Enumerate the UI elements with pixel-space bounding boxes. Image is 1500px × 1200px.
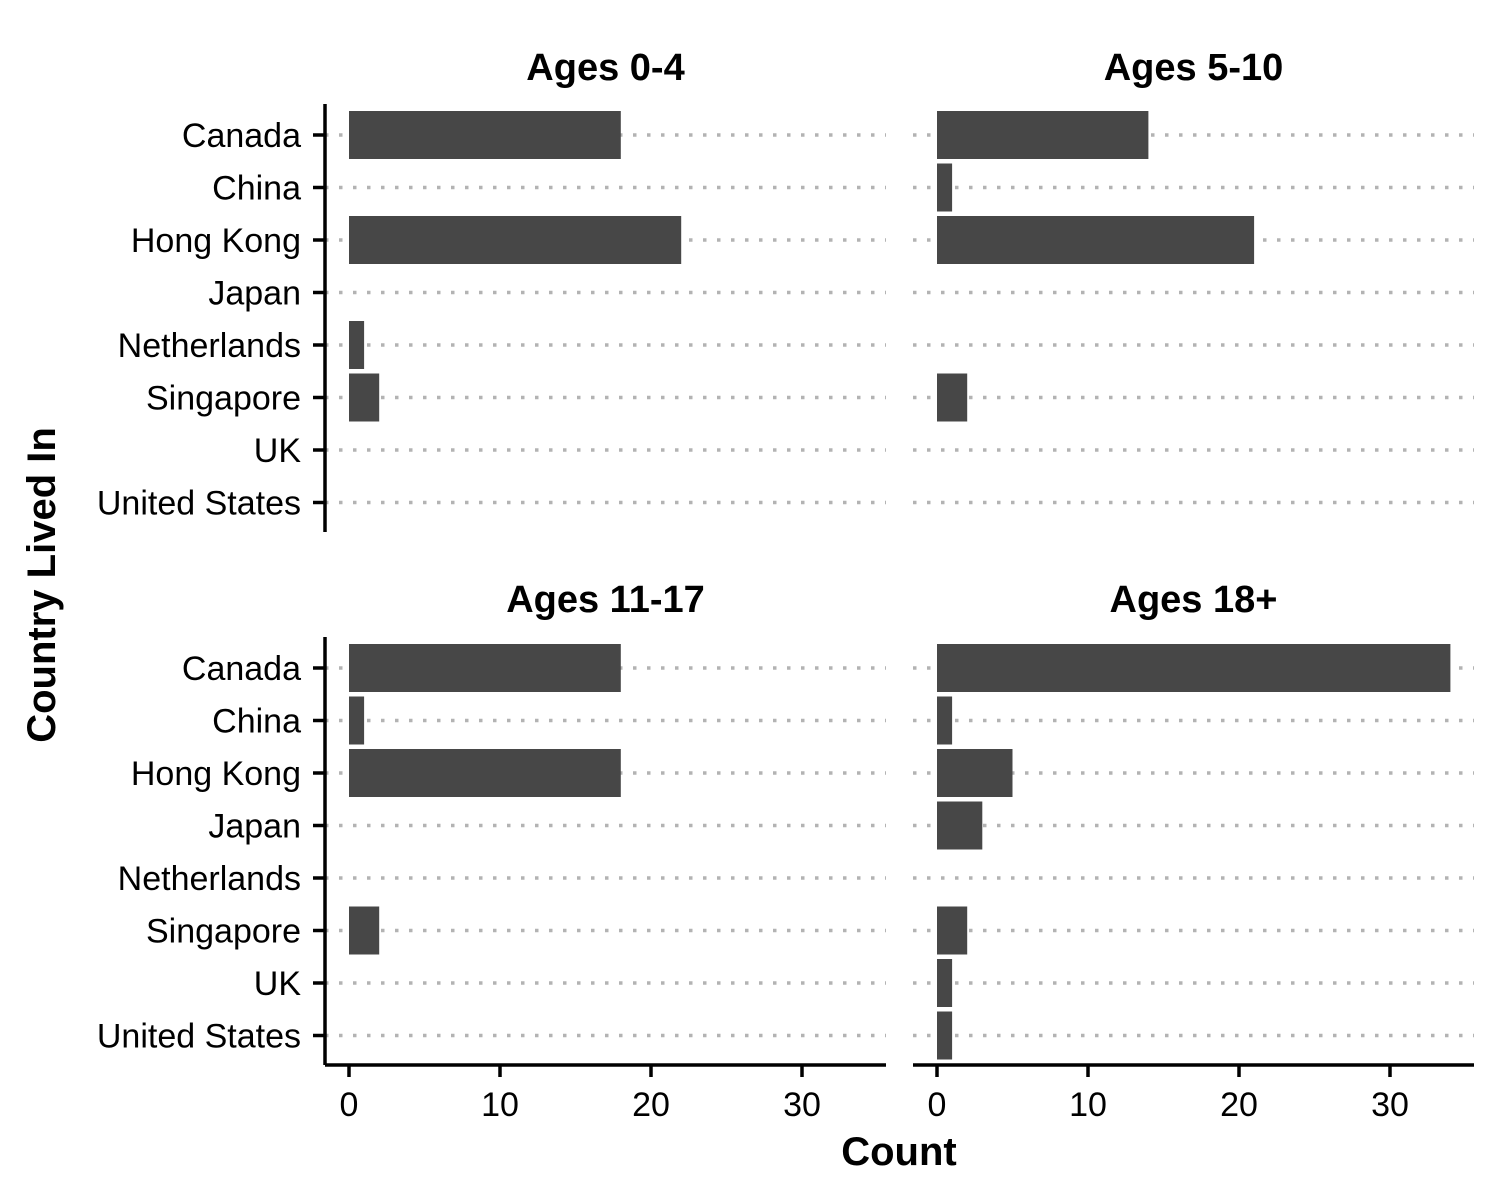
y-tick-label: China	[212, 170, 301, 208]
x-tick-label: 0	[340, 1086, 359, 1124]
y-tick-label: Canada	[182, 117, 301, 155]
facet-panel: Ages 5-10	[913, 47, 1474, 505]
x-tick-label: 10	[1069, 1086, 1107, 1124]
y-tick-label: Hong Kong	[131, 222, 301, 260]
facet-panel: Ages 0-4 Canada China Hong Kong Japan Netherl…	[97, 47, 886, 532]
y-tick-label: Netherlands	[118, 327, 301, 365]
x-axis-title: Count	[841, 1130, 957, 1174]
y-tick-label: Singapore	[146, 380, 301, 418]
bar	[349, 696, 365, 745]
facet-panels: Ages 0-4 Canada China Hong Kong Japan Netherl…	[97, 47, 1474, 1124]
x-tick-label: 30	[1371, 1086, 1409, 1124]
bar	[937, 696, 953, 745]
bar	[349, 644, 621, 692]
bar	[937, 163, 953, 212]
bar	[349, 216, 682, 264]
x-tick-label: 20	[632, 1086, 670, 1124]
x-tick-label: 0	[928, 1086, 947, 1124]
bar	[349, 749, 621, 797]
x-tick-label: 10	[481, 1086, 519, 1124]
y-tick-label: Hong Kong	[131, 755, 301, 793]
y-tick-label: Netherlands	[118, 860, 301, 898]
y-axis-title: Country Lived In	[20, 427, 64, 743]
y-tick-label: Japan	[208, 275, 301, 313]
facet-panel: Ages 18+ 0 10 20 30	[913, 579, 1474, 1124]
bar	[937, 801, 983, 850]
bar	[349, 373, 380, 422]
bar	[937, 749, 1013, 797]
y-tick-label: Japan	[208, 808, 301, 846]
bar	[937, 906, 968, 955]
y-tick-label: China	[212, 703, 301, 741]
facet-title: Ages 5-10	[1104, 47, 1284, 89]
facet-title: Ages 11-17	[506, 579, 705, 621]
facet-title: Ages 0-4	[526, 47, 684, 89]
bar	[349, 906, 380, 955]
bar	[937, 111, 1149, 159]
bar	[937, 644, 1451, 692]
bar	[937, 216, 1255, 264]
x-tick-label: 20	[1220, 1086, 1258, 1124]
bar	[937, 373, 968, 422]
x-tick-label: 30	[783, 1086, 821, 1124]
bar	[937, 959, 953, 1007]
y-tick-label: UK	[254, 965, 302, 1003]
bar	[937, 1011, 953, 1060]
y-tick-label: United States	[97, 1018, 301, 1056]
y-tick-label: United States	[97, 485, 301, 523]
y-tick-label: Singapore	[146, 913, 301, 951]
facet-title: Ages 18+	[1110, 579, 1278, 621]
bar	[349, 321, 365, 369]
facet-panel: Ages 11-17 Canada China Hong Kong Japan Nethe…	[97, 579, 886, 1124]
y-tick-label: Canada	[182, 650, 301, 688]
bar	[349, 111, 621, 159]
y-tick-label: UK	[254, 432, 302, 470]
